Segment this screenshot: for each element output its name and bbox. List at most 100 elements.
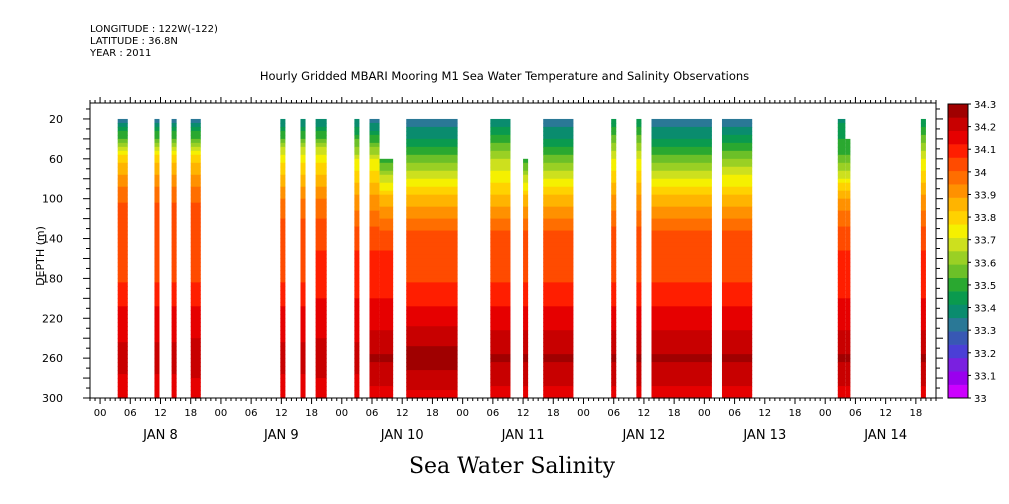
salinity-cell: [920, 226, 926, 232]
salinity-cell: [490, 230, 511, 236]
salinity-cell: [845, 166, 851, 172]
x-day-label: JAN 12: [621, 428, 665, 443]
salinity-cell: [171, 206, 177, 212]
salinity-cell: [154, 230, 160, 236]
salinity-cell: [379, 178, 394, 184]
salinity-cell: [721, 382, 753, 387]
salinity-cell: [920, 174, 926, 180]
salinity-cell: [721, 342, 753, 347]
salinity-cell: [315, 206, 327, 212]
salinity-cell: [523, 294, 529, 299]
salinity-cell: [721, 198, 753, 204]
salinity-cell: [523, 214, 529, 220]
salinity-cell: [845, 354, 851, 359]
salinity-cell: [354, 170, 360, 176]
salinity-cell: [651, 306, 712, 311]
salinity-cell: [611, 158, 617, 164]
salinity-cell: [845, 198, 851, 204]
salinity-cell: [611, 210, 617, 216]
salinity-cell: [171, 306, 177, 311]
salinity-cell: [154, 226, 160, 232]
salinity-cell: [845, 382, 851, 387]
salinity-cell: [280, 174, 286, 180]
salinity-cell: [920, 166, 926, 172]
salinity-cell: [523, 246, 529, 252]
salinity-cell: [837, 318, 846, 323]
salinity-cell: [300, 258, 306, 264]
salinity-cell: [837, 218, 846, 224]
salinity-cell: [379, 382, 394, 387]
salinity-cell: [369, 150, 380, 156]
salinity-cell: [651, 130, 712, 136]
salinity-cell: [920, 326, 926, 331]
salinity-cell: [171, 246, 177, 252]
salinity-cell: [523, 250, 529, 256]
salinity-cell: [369, 338, 380, 343]
salinity-cell: [379, 218, 394, 224]
salinity-cell: [611, 166, 617, 172]
salinity-cell: [315, 346, 327, 351]
salinity-cell: [406, 198, 458, 204]
salinity-cell: [354, 334, 360, 339]
salinity-cell: [721, 298, 753, 303]
salinity-cell: [154, 306, 160, 311]
salinity-cell: [354, 206, 360, 212]
salinity-cell: [611, 370, 617, 375]
salinity-cell: [190, 166, 201, 172]
salinity-cell: [379, 298, 394, 303]
salinity-cell: [406, 234, 458, 240]
salinity-cell: [523, 258, 529, 264]
salinity-cell: [315, 310, 327, 315]
salinity-cell: [406, 238, 458, 244]
salinity-cell: [171, 182, 177, 188]
salinity-cell: [543, 390, 574, 395]
salinity-cell: [117, 358, 128, 363]
salinity-cell: [406, 210, 458, 216]
salinity-cell: [369, 378, 380, 383]
salinity-cell: [523, 286, 529, 291]
salinity-cell: [300, 390, 306, 395]
salinity-cell: [315, 390, 327, 395]
y-tick-label: 20: [49, 113, 63, 126]
salinity-cell: [190, 362, 201, 367]
salinity-cell: [611, 142, 617, 148]
salinity-cell: [280, 210, 286, 216]
salinity-cell: [837, 206, 846, 212]
salinity-cell: [920, 294, 926, 299]
salinity-cell: [379, 318, 394, 323]
salinity-cell: [171, 318, 177, 323]
salinity-cell: [721, 258, 753, 264]
salinity-cell: [190, 198, 201, 204]
salinity-cell: [636, 330, 642, 335]
salinity-cell: [636, 374, 642, 379]
salinity-cell: [920, 274, 926, 280]
salinity-cell: [523, 174, 529, 180]
salinity-cell: [154, 166, 160, 172]
salinity-cell: [379, 278, 394, 283]
salinity-cell: [171, 382, 177, 387]
salinity-cell: [721, 318, 753, 323]
salinity-cell: [190, 298, 201, 303]
salinity-cell: [154, 222, 160, 228]
salinity-cell: [280, 122, 286, 128]
salinity-cell: [651, 222, 712, 228]
salinity-cell: [280, 374, 286, 379]
salinity-cell: [490, 194, 511, 200]
salinity-cell: [406, 274, 458, 280]
salinity-cell: [280, 250, 286, 256]
salinity-cell: [379, 170, 394, 176]
salinity-cell: [611, 330, 617, 335]
salinity-cell: [354, 130, 360, 136]
salinity-cell: [406, 118, 458, 124]
salinity-cell: [636, 142, 642, 148]
salinity-cell: [837, 122, 846, 128]
salinity-cell: [354, 342, 360, 347]
salinity-cell: [920, 122, 926, 128]
salinity-cell: [154, 146, 160, 152]
salinity-cell: [651, 266, 712, 272]
salinity-cell: [315, 386, 327, 391]
salinity-cell: [837, 342, 846, 347]
salinity-cell: [636, 250, 642, 256]
salinity-cell: [651, 262, 712, 268]
salinity-cell: [406, 202, 458, 208]
